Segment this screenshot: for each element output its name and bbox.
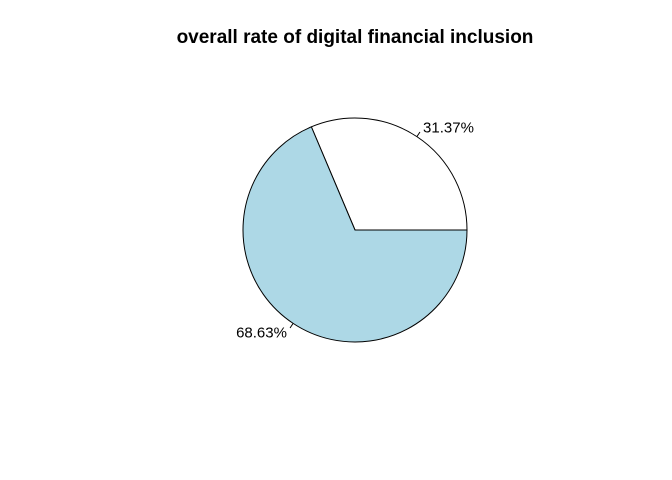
pie-label-tick-1 (416, 131, 421, 137)
pie-slice-2 (242, 126, 468, 343)
pie-label-tick-2 (289, 323, 294, 329)
pie-slices (242, 117, 468, 343)
pie-label-2: 68.63% (236, 325, 287, 342)
pie-label-1: 31.37% (423, 119, 474, 136)
chart-title: overall rate of digital financial inclus… (176, 27, 534, 48)
pie-labels: 31.37% 68.63% (236, 119, 474, 341)
